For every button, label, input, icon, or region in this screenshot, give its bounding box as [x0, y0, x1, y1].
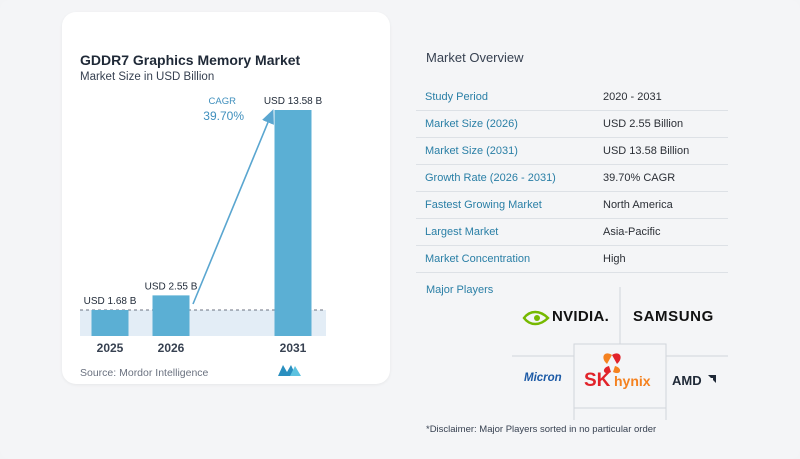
table-row: Fastest Growing Market North America [416, 191, 728, 219]
bar-value-label: USD 13.58 B [264, 96, 323, 107]
x-tick-label: 2031 [280, 341, 307, 355]
cagr-label: CAGR [209, 96, 237, 107]
bar-value-label: USD 1.68 B [84, 296, 137, 307]
overview-table: Study Period 2020 - 2031 Market Size (202… [416, 84, 728, 273]
disclaimer-text: *Disclaimer: Major Players sorted in no … [426, 424, 657, 435]
chart-title: GDDR7 Graphics Memory Market [80, 52, 301, 68]
amd-arrow-icon [708, 375, 716, 383]
mordor-logo-icon [278, 365, 301, 376]
overview-title: Market Overview [426, 50, 524, 65]
hynix-logo: hynix [614, 373, 651, 389]
nvidia-logo: NVIDIA. [552, 308, 610, 325]
bar-2031 [274, 110, 312, 336]
overview-key: Growth Rate (2026 - 2031) [416, 164, 593, 192]
micron-logo: Micron [524, 372, 562, 384]
overview-value: USD 13.58 Billion [593, 137, 728, 165]
x-tick-label: 2026 [158, 341, 185, 355]
overview-key: Market Size (2031) [416, 137, 593, 165]
overview-value: USD 2.55 Billion [593, 110, 728, 138]
table-row: Largest Market Asia-Pacific [416, 218, 728, 246]
overview-key: Market Size (2026) [416, 110, 593, 138]
source-label: Source: Mordor Intelligence [80, 367, 209, 379]
table-row: Study Period 2020 - 2031 [416, 84, 728, 111]
bar-2025 [91, 310, 129, 336]
cagr-arrow [192, 109, 274, 305]
bar-chart: USD 1.68 B 2025 USD 2.55 B 2026 USD 13.58 B 2… [80, 96, 326, 355]
bar-value-label: USD 2.55 B [145, 281, 198, 292]
nvidia-eye-icon [522, 310, 550, 326]
table-row: Market Size (2031) USD 13.58 Billion [416, 137, 728, 165]
sk-hynix-butterfly-icon [603, 353, 621, 374]
table-row: Market Concentration High [416, 245, 728, 273]
overview-key: Study Period [416, 84, 593, 111]
overview-key: Market Concentration [416, 245, 593, 273]
overview-key: Largest Market [416, 218, 593, 246]
overview-value: High [593, 245, 728, 273]
major-players-title: Major Players [426, 284, 494, 296]
overview-value: Asia-Pacific [593, 218, 728, 246]
table-row: Growth Rate (2026 - 2031) 39.70% CAGR [416, 164, 728, 192]
chart-subtitle: Market Size in USD Billion [80, 71, 215, 83]
samsung-logo: SAMSUNG [633, 308, 714, 325]
amd-logo: AMD [672, 373, 702, 388]
overview-value: North America [593, 191, 728, 219]
cagr-value: 39.70% [203, 109, 244, 123]
bars-group: USD 1.68 B 2025 USD 2.55 B 2026 USD 13.58 B 2… [84, 96, 323, 355]
x-tick-label: 2025 [97, 341, 124, 355]
overview-value: 39.70% CAGR [593, 164, 728, 192]
sk-logo: SK [584, 370, 611, 391]
overview-key: Fastest Growing Market [416, 191, 593, 219]
table-row: Market Size (2026) USD 2.55 Billion [416, 110, 728, 138]
bar-2026 [152, 295, 190, 336]
overview-value: 2020 - 2031 [593, 84, 728, 111]
